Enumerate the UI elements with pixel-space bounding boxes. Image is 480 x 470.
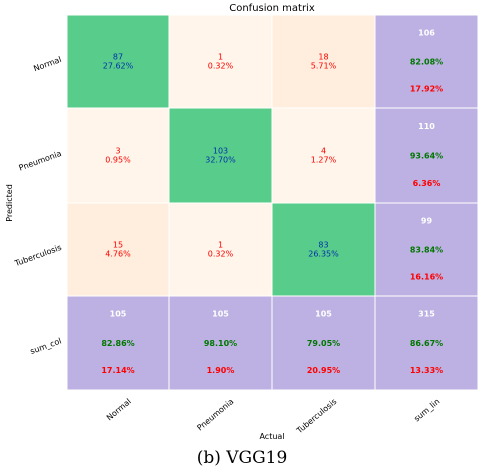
cell-percent: 4.76%	[105, 250, 131, 259]
summary-error: 16.16%	[410, 272, 443, 281]
summary-error: 6.36%	[413, 179, 441, 188]
cell-percent: 1.27%	[311, 156, 337, 165]
summary-correct: 79.05%	[307, 339, 340, 348]
figure-caption: (b) VGG19	[197, 448, 288, 468]
off-diagonal-cell	[271, 14, 376, 109]
off-diagonal-cell	[66, 107, 170, 204]
diagonal-cell	[66, 14, 170, 109]
summary-cell	[374, 202, 479, 297]
summary-correct: 82.08%	[410, 57, 443, 66]
summary-error: 17.14%	[101, 366, 134, 375]
cell-count: 1	[218, 241, 223, 250]
summary-correct: 93.64%	[410, 151, 443, 160]
y-tick-label: Tuberculosis	[13, 243, 63, 269]
cell-count: 83	[318, 241, 328, 250]
summary-total: 106	[418, 28, 435, 37]
summary-total: 110	[418, 122, 435, 131]
summary-cell	[66, 295, 170, 391]
x-axis-label: Actual	[259, 432, 284, 441]
chart-title: Confusion matrix	[229, 3, 315, 14]
summary-correct: 86.67%	[410, 339, 443, 348]
x-tick-label: sum_lin	[412, 397, 441, 424]
summary-correct: 82.86%	[101, 339, 134, 348]
y-tick-label: Normal	[32, 55, 62, 73]
summary-cell	[374, 14, 479, 109]
x-tick-label: Pneumonia	[195, 397, 235, 433]
off-diagonal-cell	[168, 14, 273, 109]
summary-error: 1.90%	[207, 366, 235, 375]
cell-count: 18	[318, 53, 328, 62]
cell-percent: 5.71%	[311, 62, 337, 71]
cell-count: 103	[213, 147, 228, 156]
cell-count: 15	[113, 241, 123, 250]
summary-total: 315	[418, 310, 435, 319]
cell-percent: 0.32%	[208, 62, 234, 71]
summary-error: 17.92%	[410, 84, 443, 93]
cell-percent: 26.35%	[308, 250, 339, 259]
summary-total: 105	[315, 310, 332, 319]
cell-count: 87	[113, 53, 123, 62]
summary-correct: 83.84%	[410, 245, 443, 254]
summary-cell	[374, 107, 479, 204]
summary-correct: 98.10%	[204, 339, 237, 348]
summary-cell	[168, 295, 273, 391]
cell-count: 1	[218, 53, 223, 62]
x-tick-labels: Normal Pneumonia Tuberculosis sum_lin	[105, 397, 441, 436]
summary-cell	[374, 295, 479, 391]
cell-percent: 27.62%	[103, 62, 134, 71]
summary-error: 20.95%	[307, 366, 340, 375]
y-tick-label: sum_col	[29, 336, 63, 356]
y-axis-label: Predicted	[5, 184, 14, 222]
matrix-cells: 8727.62%10.32%185.71%10682.08%17.92%30.9…	[66, 14, 479, 391]
summary-total: 99	[421, 216, 433, 225]
diagonal-cell	[168, 107, 273, 204]
x-tick-label: Normal	[105, 397, 133, 423]
summary-cell	[271, 295, 376, 391]
cell-percent: 0.32%	[208, 250, 234, 259]
y-tick-label: Pneumonia	[18, 149, 63, 173]
summary-total: 105	[212, 310, 229, 319]
cell-count: 4	[321, 147, 326, 156]
cell-percent: 32.70%	[205, 156, 236, 165]
summary-error: 13.33%	[410, 366, 443, 375]
summary-total: 105	[110, 310, 127, 319]
cell-count: 3	[115, 147, 120, 156]
cell-percent: 0.95%	[105, 156, 131, 165]
off-diagonal-cell	[168, 202, 273, 297]
x-tick-label: Tuberculosis	[294, 397, 338, 436]
y-tick-labels: Normal Pneumonia Tuberculosis sum_col	[13, 55, 63, 356]
